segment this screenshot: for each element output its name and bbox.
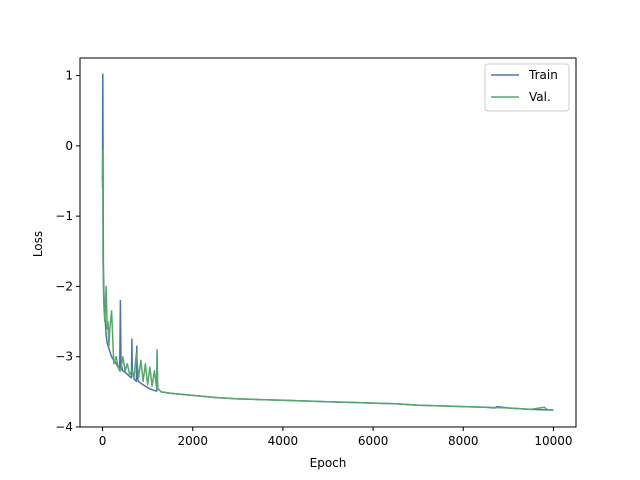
y-tick-label: 0	[65, 139, 73, 153]
x-axis-ticks: 0 2000 4000 6000 8000 10000	[99, 427, 573, 448]
series-layer	[101, 73, 554, 411]
legend-label-train: Train	[528, 68, 558, 82]
x-axis-label: Epoch	[310, 456, 347, 470]
x-tick-label: 0	[99, 434, 107, 448]
y-tick-label: −1	[55, 209, 73, 223]
y-tick-label: 1	[65, 69, 73, 83]
legend-label-val: Val.	[529, 90, 551, 104]
y-tick-label: −4	[55, 420, 73, 434]
y-axis-ticks: −4 −3 −2 −1 0 1	[55, 69, 80, 434]
x-tick-label: 4000	[268, 434, 299, 448]
y-tick-label: −2	[55, 279, 73, 293]
y-axis-label: Loss	[31, 231, 45, 257]
x-tick-label: 2000	[177, 434, 208, 448]
x-tick-label: 6000	[358, 434, 389, 448]
plot-area-frame	[79, 57, 577, 428]
x-tick-label: 10000	[534, 434, 572, 448]
series-line-val	[101, 148, 554, 411]
y-tick-label: −3	[55, 350, 73, 364]
x-tick-label: 8000	[448, 434, 479, 448]
legend: Train Val.	[484, 63, 570, 112]
